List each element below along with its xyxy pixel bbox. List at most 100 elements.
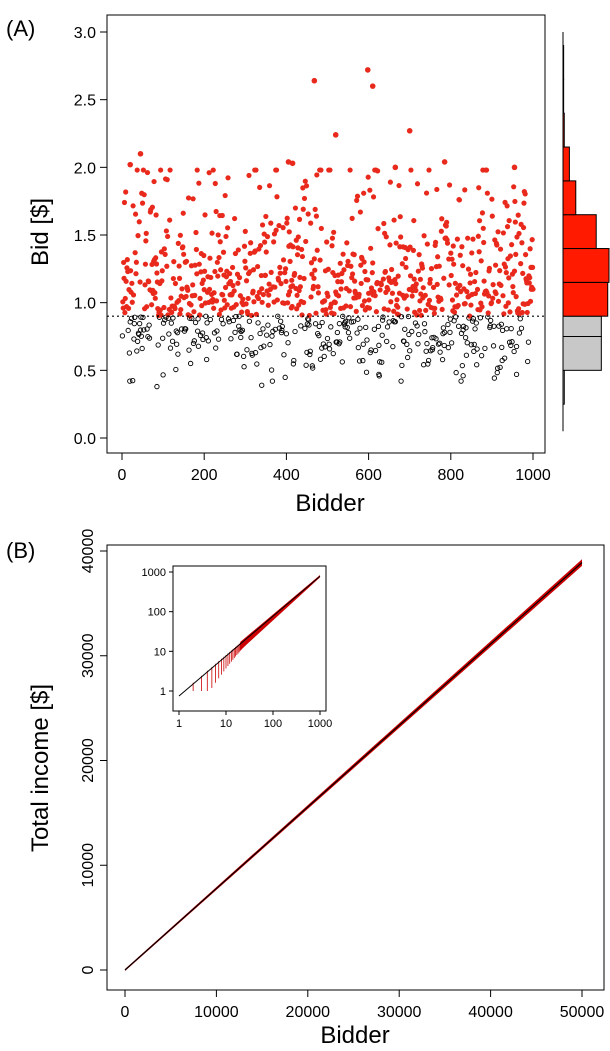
panel-a-y-tick-label: 0.5 [74, 363, 96, 380]
bid-point-below [320, 341, 327, 347]
bid-point-above [362, 268, 368, 275]
bid-point-above [476, 185, 482, 191]
bid-point-below [326, 346, 333, 352]
bid-point-above [435, 254, 441, 260]
bid-point-below [316, 323, 322, 330]
bid-point-above [479, 210, 486, 216]
bid-point-above [513, 251, 519, 257]
bid-point-above [382, 268, 389, 275]
bid-point-below [255, 320, 261, 326]
bid-point-below [183, 326, 189, 332]
bid-point-below [402, 326, 408, 332]
panel-a-x-axis: 0 200 400 600 800 1000 [118, 453, 551, 484]
bid-point-above [530, 286, 536, 292]
bid-point-below [336, 321, 343, 327]
bid-point-above [385, 287, 391, 293]
bid-point-above [394, 297, 400, 303]
panel-b-x-tick-label: 0 [121, 1004, 130, 1021]
panel-b-x-tick-label: 20000 [286, 1004, 331, 1021]
bid-point-above [274, 194, 280, 200]
bid-point-above [441, 159, 448, 165]
bid-point-above [474, 286, 481, 293]
bid-point-above [164, 177, 170, 183]
bid-point-below [448, 340, 455, 346]
bid-point-below [504, 326, 510, 332]
histogram-bar [562, 336, 602, 371]
bid-point-above [398, 234, 404, 240]
bid-point-above [294, 292, 300, 298]
bid-point-below [513, 371, 520, 378]
bid-point-above [192, 262, 198, 268]
bid-point-above [516, 230, 522, 237]
bid-point-below [230, 317, 237, 324]
bid-point-above [225, 225, 231, 231]
bid-point-above [227, 278, 234, 285]
bid-point-below [145, 333, 151, 340]
bid-point-below [379, 332, 385, 338]
bid-point-above [158, 167, 164, 173]
bid-point-above [299, 246, 305, 253]
bid-point-above [515, 212, 521, 218]
bid-point-above [157, 307, 163, 313]
bid-point-below [244, 347, 250, 353]
panel-a-plot-frame [106, 14, 546, 454]
bid-point-below [134, 348, 140, 354]
bid-point-above [411, 276, 417, 282]
bid-point-below [215, 336, 222, 342]
inset-y-tick-label: 10 [154, 646, 166, 658]
bid-point-above [143, 230, 149, 236]
bid-point-below [460, 373, 466, 379]
bid-point-above [224, 302, 230, 308]
bid-point-above [410, 247, 416, 253]
bid-point-above [142, 261, 149, 267]
bid-point-below [252, 350, 259, 356]
bid-point-above [206, 170, 212, 176]
bid-point-above [356, 291, 362, 297]
bid-point-above [448, 272, 454, 279]
bid-point-above [161, 304, 167, 311]
bid-point-above [246, 172, 252, 179]
bid-point-above [399, 261, 405, 267]
bid-point-above [381, 220, 387, 227]
bid-point-above [289, 160, 296, 167]
bid-point-above [329, 235, 336, 241]
bid-point-below [204, 320, 210, 326]
bid-point-below [516, 330, 523, 336]
bid-point-above [411, 217, 417, 224]
bid-point-above [122, 295, 128, 302]
bid-point-below [160, 335, 166, 341]
bid-point-below [422, 328, 428, 335]
bid-point-above [327, 167, 333, 173]
bid-point-above [426, 297, 433, 303]
bid-point-above [164, 263, 170, 269]
bid-point-below [334, 329, 341, 336]
bid-point-below [405, 313, 412, 320]
bid-point-below [356, 358, 363, 364]
bid-point-above [457, 252, 463, 258]
bid-point-above [510, 283, 516, 290]
panel-b-y-tick-label: 10000 [80, 843, 97, 888]
bid-point-above [165, 233, 171, 240]
bid-point-above [190, 196, 196, 202]
bid-point-above [323, 311, 329, 317]
bid-point-above [289, 277, 295, 283]
bid-point-above [276, 222, 282, 229]
bid-point-above [206, 286, 213, 292]
bid-point-above [512, 198, 518, 205]
bid-point-below [473, 320, 479, 326]
bid-point-above [241, 243, 248, 249]
bid-point-above [500, 230, 507, 236]
panel-a-x-tick-label: 600 [355, 467, 382, 484]
bid-point-above [130, 203, 136, 209]
bid-point-above [402, 255, 409, 262]
bid-point-above [250, 288, 256, 294]
bid-point-above [123, 278, 129, 284]
bid-point-above [153, 261, 160, 267]
bid-point-above [504, 224, 511, 230]
bid-point-above [486, 265, 493, 271]
bid-point-below [187, 360, 194, 367]
bid-point-above [481, 239, 487, 246]
bid-point-below [367, 349, 373, 356]
bid-point-above [338, 286, 344, 292]
bid-point-above [280, 225, 286, 231]
